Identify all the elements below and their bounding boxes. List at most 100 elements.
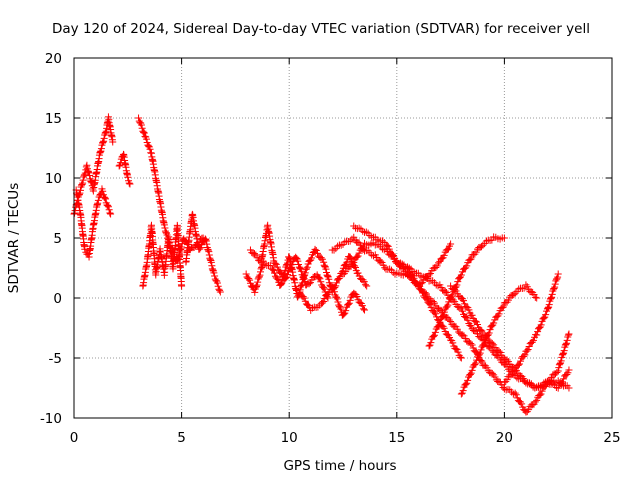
data-point — [547, 294, 555, 302]
data-point — [257, 268, 265, 276]
data-point — [205, 251, 213, 259]
data-point — [320, 258, 328, 266]
x-axis-ticks: 0 5 10 15 20 25 — [70, 58, 621, 446]
data-point — [242, 270, 250, 278]
data-point — [303, 263, 311, 271]
data-point — [514, 361, 522, 369]
data-point — [178, 282, 186, 290]
data-point — [488, 369, 496, 377]
data-point — [305, 280, 313, 288]
data-point — [317, 278, 325, 286]
data-point — [320, 261, 328, 269]
data-point — [288, 260, 296, 268]
data-point — [531, 293, 539, 301]
data-point — [99, 138, 107, 146]
data-point — [81, 171, 89, 179]
data-point — [457, 271, 465, 279]
data-point — [296, 264, 304, 272]
data-point — [266, 262, 274, 270]
data-point — [87, 177, 95, 185]
data-point — [511, 389, 519, 397]
data-point — [79, 179, 87, 187]
data-point — [330, 285, 338, 293]
data-point — [369, 252, 377, 260]
data-point — [525, 406, 533, 414]
data-point — [499, 303, 507, 311]
data-point — [541, 382, 549, 390]
data-point — [488, 339, 496, 347]
data-point — [533, 396, 541, 404]
data-point — [386, 265, 394, 273]
data-point — [456, 353, 464, 361]
data-point — [432, 264, 440, 272]
data-point — [210, 269, 218, 277]
data-point — [543, 305, 551, 313]
data-point — [542, 311, 550, 319]
x-tick-label: 15 — [388, 430, 405, 446]
data-point — [86, 171, 94, 179]
data-point — [510, 291, 518, 299]
data-point — [342, 307, 350, 315]
data-point — [348, 260, 356, 268]
data-point — [366, 232, 374, 240]
data-point — [204, 246, 212, 254]
data-point — [423, 295, 431, 303]
data-point — [285, 265, 293, 273]
series-early-d — [135, 114, 207, 265]
data-point — [297, 267, 305, 275]
data-point — [464, 376, 472, 384]
data-point — [465, 306, 473, 314]
data-point — [342, 268, 350, 276]
data-point — [89, 185, 97, 193]
data-point — [503, 356, 511, 364]
data-point — [351, 264, 359, 272]
data-point — [560, 347, 568, 355]
data-point — [83, 161, 91, 169]
data-point — [504, 296, 512, 304]
data-point — [390, 251, 398, 259]
data-point — [84, 167, 92, 175]
series-early-e — [139, 221, 186, 290]
data-point — [359, 276, 367, 284]
data-point — [457, 390, 465, 398]
data-point — [316, 275, 324, 283]
series-arc-4 — [393, 258, 573, 392]
data-point — [354, 269, 362, 277]
data-point — [309, 304, 317, 312]
data-point — [559, 378, 567, 386]
data-point — [520, 284, 528, 292]
data-point — [524, 346, 532, 354]
data-point — [94, 196, 102, 204]
data-point — [343, 301, 351, 309]
data-point — [472, 359, 480, 367]
data-point — [269, 265, 277, 273]
data-point — [318, 255, 326, 263]
data-point — [340, 310, 348, 318]
data-point — [383, 241, 391, 249]
data-point — [125, 179, 133, 187]
data-point — [434, 282, 442, 290]
data-point — [483, 364, 491, 372]
data-point — [564, 333, 572, 341]
data-point — [444, 301, 452, 309]
data-point — [548, 290, 556, 298]
data-point — [447, 240, 455, 248]
data-point — [474, 320, 481, 328]
data-point — [103, 201, 111, 209]
data-point — [333, 293, 341, 301]
data-point — [443, 303, 451, 311]
series-early-b — [72, 185, 115, 261]
data-point — [378, 237, 386, 245]
data-point — [160, 221, 168, 229]
data-point — [273, 263, 281, 271]
data-point — [164, 234, 172, 242]
data-point — [522, 379, 530, 387]
data-point — [363, 282, 371, 290]
data-point — [336, 303, 344, 311]
data-point — [461, 381, 469, 389]
data-point — [319, 299, 327, 307]
data-point — [245, 275, 253, 283]
data-point — [203, 240, 211, 248]
data-point — [529, 336, 537, 344]
data-point — [427, 304, 435, 312]
